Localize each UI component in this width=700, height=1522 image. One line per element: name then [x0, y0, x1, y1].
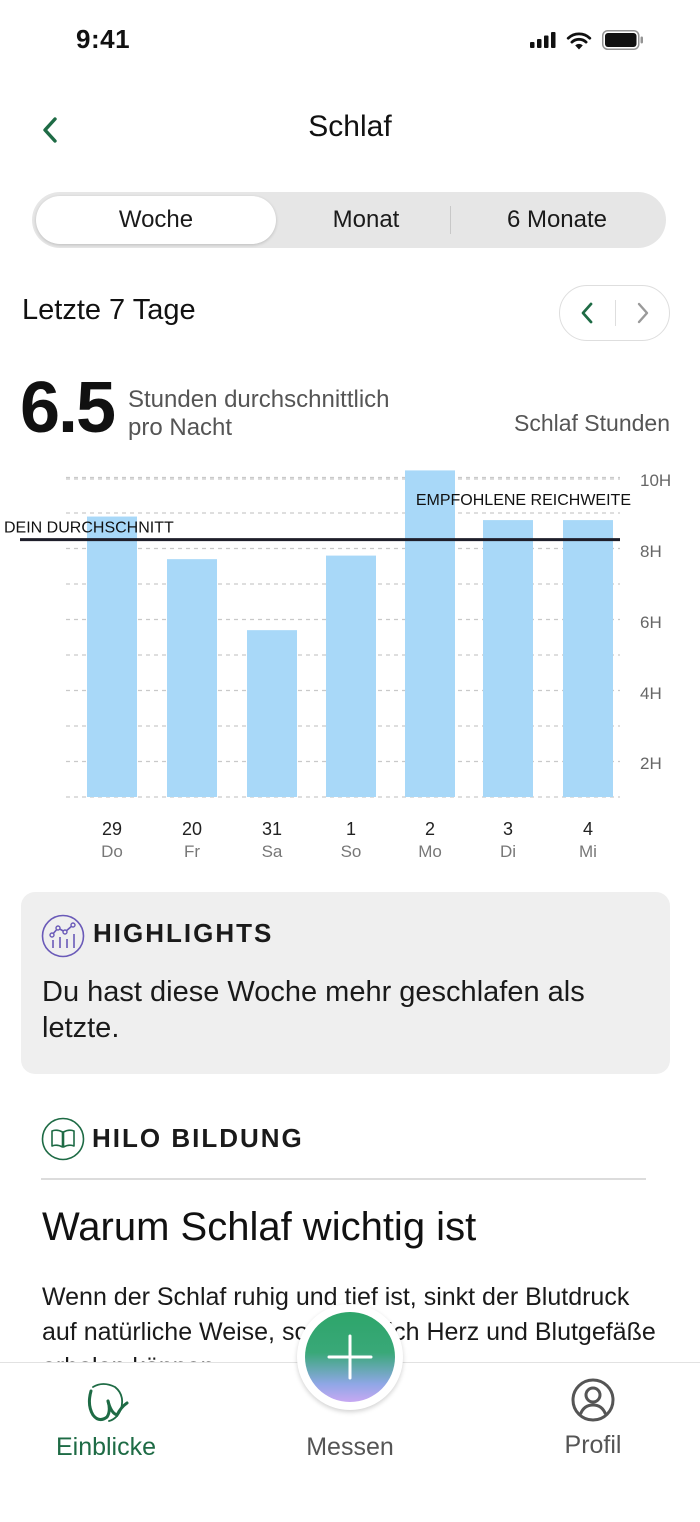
segment-divider: [450, 206, 451, 234]
x-date-label: 4: [583, 819, 593, 839]
x-weekday-label: Sa: [262, 842, 283, 861]
average-line-label: DEIN DURCHSCHNITT: [4, 520, 174, 537]
education-heading[interactable]: Warum Schlaf wichtig ist: [42, 1205, 477, 1249]
bar[interactable]: [167, 559, 217, 797]
x-weekday-label: Mo: [418, 842, 442, 861]
segment-6-monate[interactable]: 6 Monate: [506, 206, 608, 233]
x-weekday-label: Fr: [184, 842, 200, 861]
next-range-button[interactable]: [616, 286, 670, 339]
y-tick-label: 8H: [640, 542, 662, 561]
tab-profil[interactable]: Profil: [528, 1377, 658, 1460]
education-title: HILO BILDUNG: [92, 1123, 304, 1153]
battery-icon: [602, 30, 643, 50]
book-icon: [41, 1117, 85, 1161]
bar[interactable]: [483, 520, 533, 797]
highlights-text: Du hast diese Woche mehr geschlafen als …: [42, 976, 585, 1044]
x-weekday-label: So: [341, 842, 362, 861]
x-date-label: 29: [102, 819, 122, 839]
x-date-label: 3: [503, 819, 513, 839]
back-button[interactable]: [34, 110, 66, 150]
y-tick-label: 4H: [640, 684, 662, 703]
bar[interactable]: [247, 630, 297, 797]
tab-profil-label: Profil: [564, 1431, 622, 1459]
average-sleep-value: 6.5: [20, 368, 116, 448]
average-caption-line-2: pro Nacht: [128, 414, 233, 441]
chevron-left-icon: [581, 302, 593, 323]
tab-einblicke-label: Einblicke: [55, 1433, 157, 1461]
segment-monat[interactable]: Monat: [332, 206, 400, 233]
bar[interactable]: [405, 470, 455, 797]
tab-einblicke[interactable]: Einblicke: [40, 1377, 172, 1462]
chart-unit-label: Schlaf Stunden: [513, 410, 670, 436]
add-measurement-button[interactable]: [305, 1312, 395, 1402]
recommended-range-label: EMPFOHLENE REICHWEITE: [416, 492, 631, 509]
education-divider: [41, 1178, 646, 1180]
sleep-bar-chart: 2H 4H 6H 8H 10H DEIN DURCHSCHNITT EMPFOHLENE R…: [4, 470, 671, 861]
tab-messen[interactable]: Messen: [284, 1425, 416, 1462]
hilo-logo-icon: [87, 1383, 129, 1422]
status-icons: [530, 30, 644, 50]
cellular-signal-icon: [530, 32, 556, 48]
range-label: Letzte 7 Tage: [22, 294, 196, 326]
page-title: Schlaf: [308, 110, 392, 143]
average-caption-line-1: Stunden durchschnittlich: [128, 386, 390, 413]
range-navigator: [559, 285, 670, 341]
chevron-left-icon: [43, 117, 57, 143]
previous-range-button[interactable]: [560, 286, 614, 339]
bar[interactable]: [563, 520, 613, 797]
period-segmented-control: Woche Monat 6 Monate: [32, 192, 666, 248]
segment-woche[interactable]: Woche: [36, 196, 276, 244]
x-date-label: 1: [346, 819, 356, 839]
x-weekday-label: Di: [500, 842, 516, 861]
tab-messen-label: Messen: [306, 1433, 394, 1461]
status-time: 9:41: [76, 24, 131, 54]
plus-icon: [327, 1334, 373, 1380]
range-nav-divider: [615, 300, 616, 326]
chevron-right-icon: [637, 302, 649, 323]
highlights-title: HIGHLIGHTS: [93, 918, 274, 948]
highlights-chart-icon: [41, 914, 85, 958]
x-date-label: 20: [182, 819, 202, 839]
x-weekday-label: Mi: [579, 842, 597, 861]
x-weekday-label: Do: [101, 842, 123, 861]
x-date-label: 2: [425, 819, 435, 839]
highlights-card: HIGHLIGHTS Du hast diese Woche mehr gesc…: [21, 892, 670, 1074]
x-date-label: 31: [262, 819, 282, 839]
bar[interactable]: [87, 516, 137, 797]
bar[interactable]: [326, 555, 376, 797]
average-sleep-caption: Stunden durchschnittlich pro Nacht: [128, 386, 448, 442]
y-tick-label: 2H: [640, 754, 662, 773]
profile-icon: [571, 1378, 615, 1422]
y-tick-label: 6H: [640, 613, 662, 632]
wifi-icon: [566, 31, 592, 49]
y-tick-label: 10H: [640, 471, 671, 490]
